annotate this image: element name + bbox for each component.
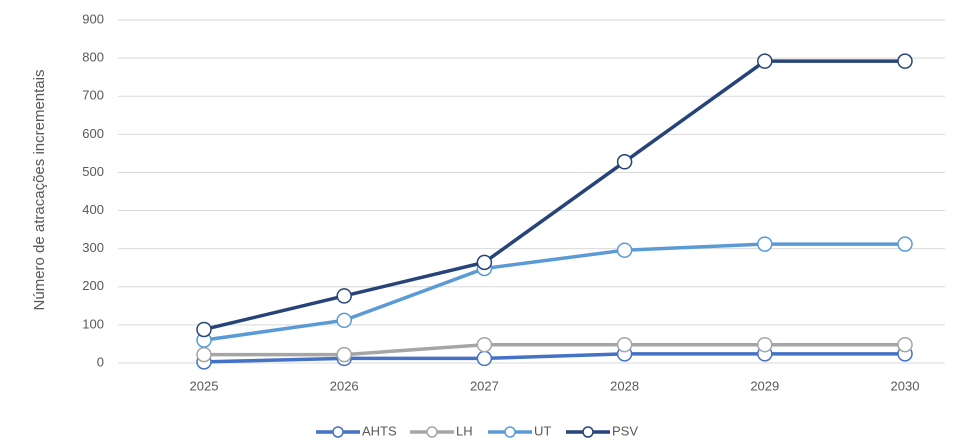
point [897, 53, 913, 69]
x-tick-label: 2028 [610, 378, 639, 393]
point [476, 350, 493, 367]
point [757, 53, 773, 69]
x-tick-label: 2029 [750, 378, 779, 393]
y-tick-label: 800 [82, 50, 104, 65]
point [196, 346, 212, 363]
y-tick-label: 200 [82, 278, 104, 293]
point [336, 346, 352, 363]
series-line [203, 352, 905, 364]
y-tick-label: 100 [82, 316, 104, 331]
series-line [203, 59, 905, 332]
y-tick-label: 500 [82, 164, 104, 179]
point [336, 312, 352, 329]
point [476, 254, 493, 271]
x-tick-label: 2025 [190, 378, 219, 393]
point [897, 236, 913, 252]
point [616, 336, 633, 353]
legend-marker [504, 426, 516, 438]
legend-label: PSV [612, 423, 638, 438]
legend-marker [426, 426, 438, 438]
x-tick-label: 2027 [470, 378, 499, 393]
legend-label: UT [534, 423, 551, 438]
point [616, 154, 633, 170]
point [757, 336, 773, 353]
y-tick-label: 700 [82, 88, 104, 103]
legend-marker [582, 426, 594, 438]
y-tick-label: 600 [82, 126, 104, 141]
x-tick-label: 2030 [891, 378, 920, 393]
y-axis-title: Número de atracações incrementais [31, 70, 48, 311]
x-tick-label: 2026 [330, 378, 359, 393]
point [336, 288, 352, 304]
y-tick-label: 400 [82, 202, 104, 217]
y-tick-label: 900 [82, 11, 104, 26]
point [897, 336, 913, 353]
point [616, 242, 633, 258]
y-tick-label: 0 [97, 354, 104, 369]
point [476, 336, 493, 353]
point [196, 321, 212, 338]
series-line [204, 342, 905, 357]
legend-label: AHTS [362, 423, 397, 438]
legend-label: LH [456, 423, 473, 438]
point [757, 236, 773, 252]
legend-marker [332, 426, 344, 438]
series-line [203, 242, 905, 342]
y-tick-label: 300 [82, 240, 104, 255]
